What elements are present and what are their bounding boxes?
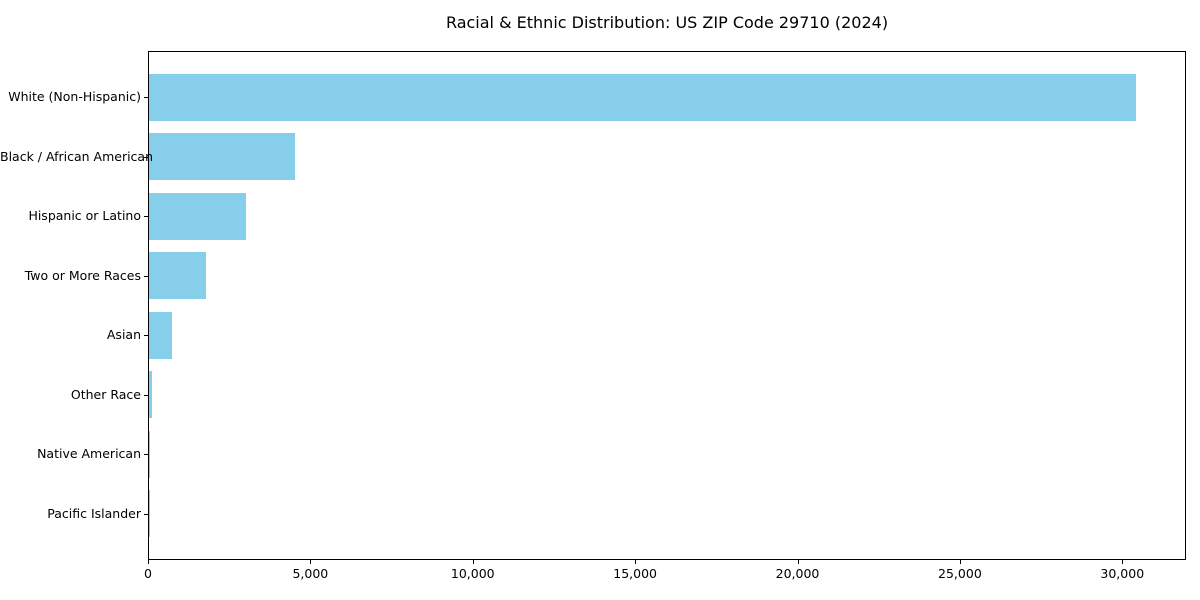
y-axis-tick xyxy=(144,97,148,98)
y-tick-label: Asian xyxy=(106,327,141,342)
y-axis-tick xyxy=(144,276,148,277)
bar xyxy=(149,133,296,180)
x-tick-label: 30,000 xyxy=(1100,566,1145,581)
y-tick-label: Native American xyxy=(37,446,141,461)
x-axis-tick xyxy=(310,560,311,564)
y-axis-tick xyxy=(144,395,148,396)
x-axis-tick xyxy=(798,560,799,564)
x-tick-label: 15,000 xyxy=(613,566,658,581)
y-axis-tick xyxy=(144,514,148,515)
y-axis-tick xyxy=(144,216,148,217)
y-axis-tick xyxy=(144,335,148,336)
x-axis-tick xyxy=(473,560,474,564)
x-tick-label: 5,000 xyxy=(292,566,329,581)
bar xyxy=(149,430,151,478)
y-axis-tick xyxy=(144,454,148,455)
x-tick-label: 0 xyxy=(144,566,152,581)
x-tick-label: 25,000 xyxy=(938,566,982,581)
y-tick-label: Hispanic or Latino xyxy=(28,208,141,223)
chart-title: Racial & Ethnic Distribution: US ZIP Cod… xyxy=(445,13,889,32)
x-axis-tick xyxy=(960,560,961,564)
y-tick-label: Two or More Races xyxy=(24,267,141,283)
bar xyxy=(149,73,1137,121)
y-tick-label: Other Race xyxy=(70,386,141,402)
x-axis-tick xyxy=(148,560,149,564)
bar xyxy=(149,252,206,299)
y-tick-label: Black / African American xyxy=(0,148,154,164)
x-axis-tick xyxy=(1122,560,1123,564)
plot-area xyxy=(148,51,1186,560)
bar xyxy=(149,371,153,418)
y-tick-label: Pacific Islander xyxy=(47,505,141,521)
y-tick-label: White (Non-Hispanic) xyxy=(8,89,141,104)
x-tick-label: 20,000 xyxy=(775,566,820,581)
x-axis-tick xyxy=(635,560,636,564)
bar xyxy=(149,192,247,240)
bar xyxy=(149,311,172,359)
x-tick-label: 10,000 xyxy=(450,566,495,581)
y-axis-tick xyxy=(144,157,148,158)
